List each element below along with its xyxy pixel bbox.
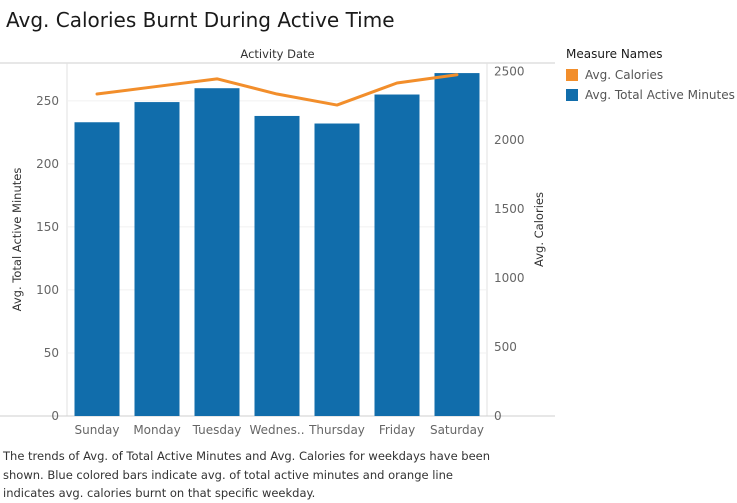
y-left-tick-label: 50: [44, 346, 59, 360]
y-right-axis-title: Avg. Calories: [532, 192, 546, 267]
y-right-tick-label: 2000: [494, 133, 525, 147]
y-left-tick-label: 250: [36, 94, 59, 108]
legend-title: Measure Names: [566, 47, 663, 61]
bar: [134, 102, 180, 416]
x-tick-label: Friday: [379, 423, 415, 437]
chart-title: Avg. Calories Burnt During Active Time: [6, 8, 395, 32]
y-left-tick-label: 150: [36, 220, 59, 234]
y-left-tick-label: 200: [36, 157, 59, 171]
legend-label-active-minutes: Avg. Total Active Minutes: [585, 88, 735, 102]
y-left-tick-label: 100: [36, 283, 59, 297]
legend-item-active-minutes[interactable]: Avg. Total Active Minutes: [566, 85, 735, 105]
bar: [194, 88, 240, 416]
legend-label-calories: Avg. Calories: [585, 68, 664, 82]
calories-line: [95, 73, 459, 107]
legend-item-calories[interactable]: Avg. Calories: [566, 65, 735, 85]
legend-swatch-active-minutes: [566, 89, 578, 101]
y-left-tick-label: 0: [51, 409, 59, 423]
y-right-tick-label: 2500: [494, 64, 525, 78]
legend: Measure Names Avg. Calories Avg. Total A…: [566, 47, 735, 105]
x-tick-label: Saturday: [430, 423, 484, 437]
x-tick-label: Thursday: [308, 423, 365, 437]
x-tick-label: Monday: [133, 423, 180, 437]
y-right-tick-label: 1000: [494, 271, 525, 285]
y-right-tick-label: 500: [494, 340, 517, 354]
x-tick-label: Tuesday: [192, 423, 242, 437]
x-axis-header: Activity Date: [240, 47, 315, 61]
legend-swatch-calories: [566, 69, 578, 81]
bar: [434, 73, 480, 416]
bar: [74, 122, 120, 416]
y-right-tick-label: 1500: [494, 202, 525, 216]
bar: [254, 115, 300, 416]
chart-caption: The trends of Avg. of Total Active Minut…: [3, 449, 491, 500]
x-tick-label: Sunday: [75, 423, 120, 437]
bar: [314, 123, 360, 416]
y-right-tick-label: 0: [494, 409, 502, 423]
y-left-axis-title: Avg. Total Active Minutes: [10, 168, 24, 312]
x-tick-label: Wednes..: [249, 423, 304, 437]
bar: [374, 94, 420, 417]
